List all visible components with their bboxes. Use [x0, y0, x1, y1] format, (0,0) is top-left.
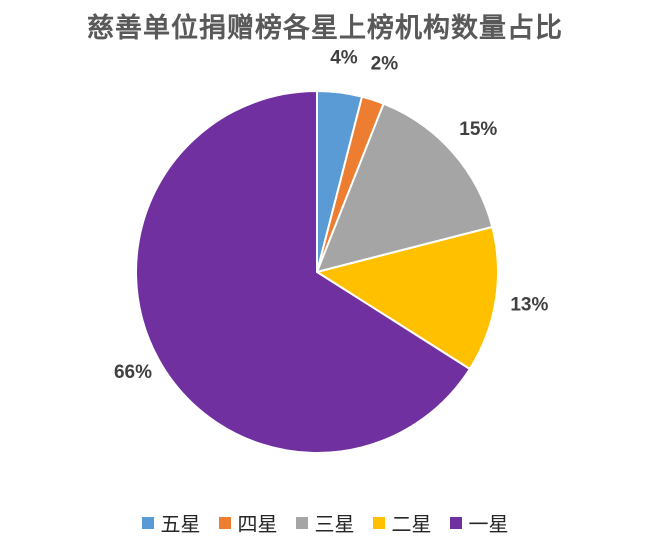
- legend-swatch: [372, 516, 385, 529]
- legend-label: 四星: [237, 512, 278, 536]
- legend-label: 三星: [314, 512, 355, 536]
- legend: 五星 四星 三星 二星 一星: [0, 508, 650, 537]
- legend-item-wuxing: 五星: [141, 508, 201, 537]
- legend-item-yixing: 一星: [449, 508, 509, 537]
- legend-swatch: [449, 516, 462, 529]
- legend-label: 二星: [391, 512, 432, 536]
- legend-label: 一星: [468, 512, 509, 536]
- data-label-wuxing: 4%: [330, 48, 358, 69]
- legend-label: 五星: [160, 512, 201, 536]
- data-label-erxing: 13%: [510, 295, 548, 316]
- data-label-yixing: 66%: [114, 362, 152, 383]
- legend-swatch: [295, 516, 308, 529]
- data-label-sanxing: 15%: [459, 119, 497, 140]
- legend-swatch: [218, 516, 231, 529]
- legend-item-erxing: 二星: [372, 508, 432, 537]
- legend-swatch: [141, 516, 154, 529]
- legend-item-sixing: 四星: [218, 508, 278, 537]
- pie-slice-sanxing: [315, 102, 494, 274]
- chart-title: 慈善单位捐赠榜各星上榜机构数量占比: [87, 13, 563, 44]
- pie-chart: 4% 2% 15% 13% 66%: [114, 48, 548, 454]
- pie-slice-erxing: [314, 225, 499, 371]
- pie-slice-yixing: [135, 89, 472, 454]
- data-label-sixing: 2%: [371, 54, 399, 75]
- legend-item-sanxing: 三星: [295, 508, 355, 537]
